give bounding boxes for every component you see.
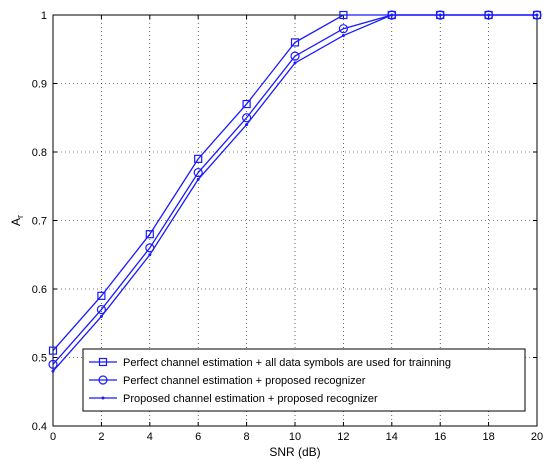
series-3-point: [293, 61, 297, 65]
series-3-point: [51, 369, 55, 373]
series-3-point: [245, 123, 249, 127]
x-axis-label: SNR (dB): [269, 445, 320, 459]
series-2-point: [338, 24, 348, 34]
y-tick-label: 0.9: [32, 79, 47, 91]
series-3-point: [390, 13, 394, 17]
x-tick-label: 10: [289, 431, 301, 443]
y-tick-label: 1: [41, 10, 47, 22]
y-axis-label: Ar: [9, 215, 25, 226]
series-2-point: [48, 359, 58, 369]
series-2-point: [96, 304, 107, 315]
series-1-point: [242, 99, 251, 109]
x-tick-label: 4: [147, 431, 153, 443]
y-tick-label: 0.4: [32, 421, 47, 433]
series-1-point: [48, 346, 58, 355]
legend-marker-2: [98, 375, 108, 385]
legend-label-3: Proposed channel estimation + proposed r…: [123, 393, 378, 405]
series-2-point: [242, 113, 252, 123]
series-lines: [48, 10, 542, 373]
series-2-point: [193, 167, 203, 178]
series-3-point: [99, 314, 103, 318]
legend-label-1: Perfect channel estimation + all data sy…: [123, 357, 451, 369]
y-axis-label-subscript: r: [15, 215, 25, 218]
legend-box: [82, 348, 526, 412]
x-tick-label: 0: [50, 431, 56, 443]
y-tick-label: 0.8: [32, 147, 47, 159]
series-3-point: [341, 34, 345, 38]
series-3: [51, 13, 539, 373]
axis-ticks: 0 2 4 6 8 10 12 14 16 18 20 0.4 0.5 0.6 0.7 0.8 0.9 1: [32, 10, 543, 443]
legend: Perfect channel estimation + all data sy…: [82, 348, 526, 412]
y-tick-label: 0.5: [32, 353, 47, 365]
y-axis-label-main: A: [9, 218, 23, 226]
series-3-point: [148, 253, 152, 257]
series-1-point: [194, 154, 203, 163]
legend-marker-3: [101, 396, 105, 400]
x-tick-label: 6: [195, 431, 201, 443]
x-tick-label: 16: [434, 431, 446, 443]
legend-label-2: Perfect channel estimation + proposed re…: [123, 375, 366, 387]
series-1-point: [145, 230, 154, 239]
legend-marker-1: [98, 357, 108, 367]
x-tick-label: 18: [482, 431, 494, 443]
y-tick-label: 0.7: [32, 216, 47, 228]
series-1-point: [97, 291, 106, 300]
y-tick-label: 0.6: [32, 284, 47, 296]
x-tick-label: 12: [337, 431, 349, 443]
series-3-point: [487, 13, 491, 17]
series-3-point: [196, 177, 200, 181]
series-3-point: [438, 13, 442, 17]
series-3-point: [535, 13, 539, 17]
x-tick-label: 8: [244, 431, 250, 443]
series-1-point: [290, 38, 300, 47]
series-1-point: [339, 10, 348, 20]
x-tick-label: 14: [386, 431, 398, 443]
x-tick-label: 2: [98, 431, 104, 443]
series-2-point: [290, 51, 300, 61]
x-tick-label: 20: [531, 431, 543, 443]
